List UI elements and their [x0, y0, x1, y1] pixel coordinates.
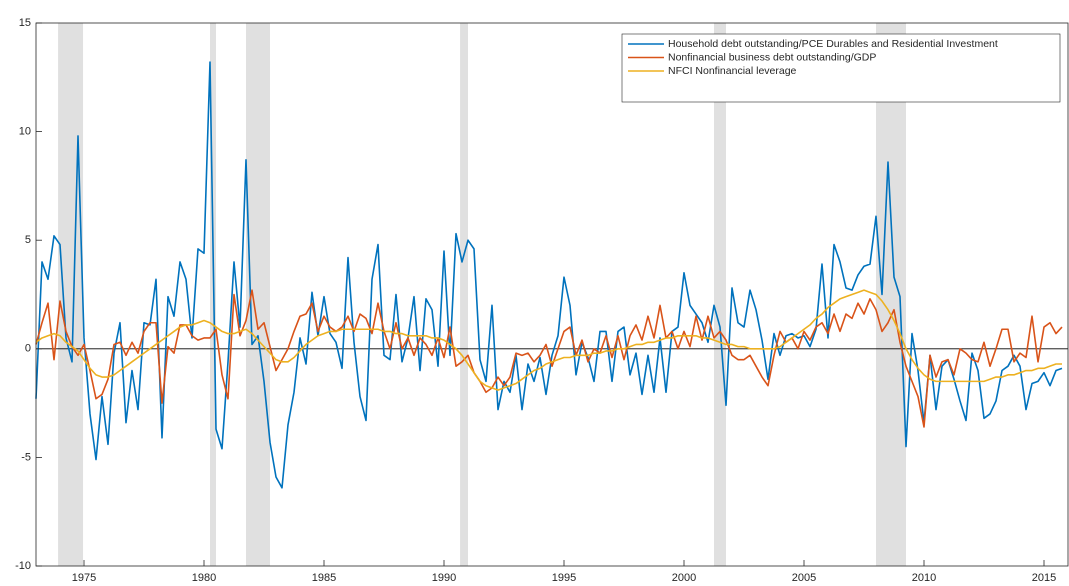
plot-frame	[35, 22, 1069, 567]
x-tick-label: 1980	[192, 572, 216, 584]
recession-band	[876, 23, 906, 566]
x-tick-label: 1985	[312, 572, 336, 584]
recession-band	[460, 23, 468, 566]
x-tick-label: 2000	[672, 572, 696, 584]
x-tick-label: 2005	[792, 572, 816, 584]
legend-box	[621, 33, 1061, 103]
recession-band	[58, 23, 84, 566]
x-tick-label: 1995	[552, 572, 576, 584]
series-line	[35, 289, 1062, 391]
y-tick-label: -5	[21, 451, 31, 463]
y-tick-label: 15	[19, 17, 31, 29]
legend: Household debt outstanding/PCE Durables …	[621, 33, 1061, 103]
legend-label: NFCI Nonfinancial leverage	[668, 65, 797, 77]
x-tick-label: 1975	[72, 572, 96, 584]
x-tick-label: 2010	[912, 572, 936, 584]
legend-label: Household debt outstanding/PCE Durables …	[668, 38, 998, 50]
recession-band	[714, 23, 726, 566]
y-tick-label: 5	[25, 234, 31, 246]
y-tick-label: 10	[19, 126, 31, 138]
series-line	[35, 61, 1063, 489]
x-tick-label: 2015	[1032, 572, 1056, 584]
legend-label: Nonfinancial business debt outstanding/G…	[668, 51, 876, 63]
x-tick-label: 1990	[432, 572, 456, 584]
y-tick-label: 0	[25, 343, 31, 355]
y-tick-label: -10	[15, 560, 31, 572]
